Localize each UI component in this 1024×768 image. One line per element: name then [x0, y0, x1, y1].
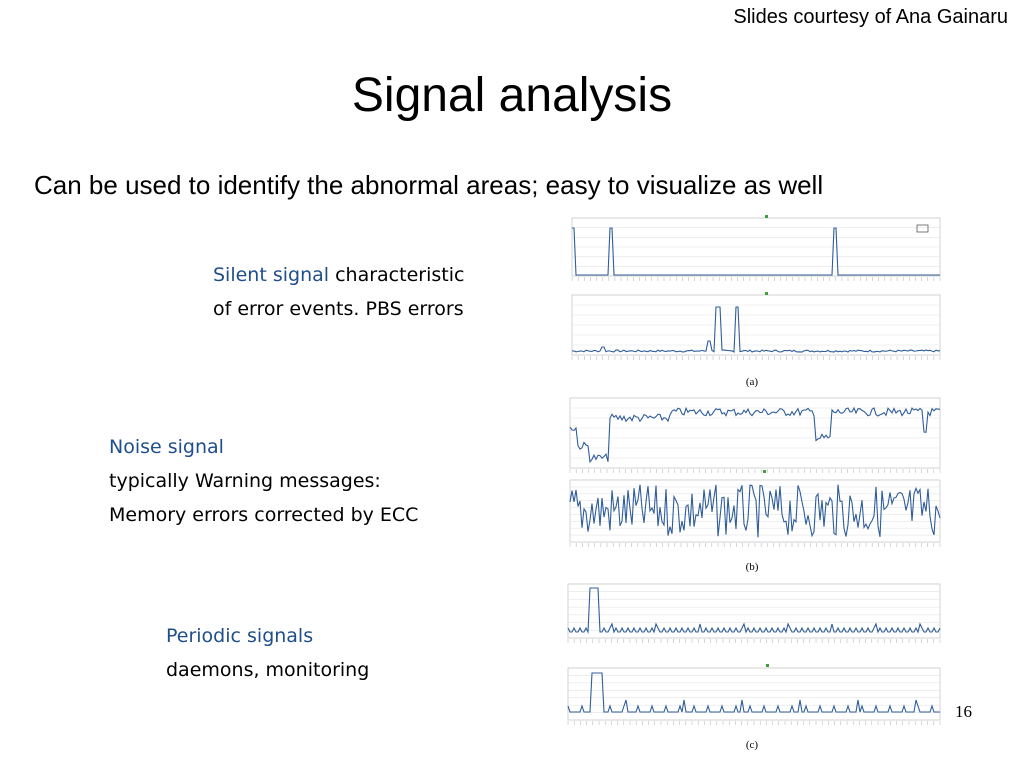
- figure-label-b: (b): [746, 561, 759, 573]
- plot-c1-ticks: [567, 639, 941, 643]
- plot-c2-ticks: [567, 721, 941, 725]
- plot-c1-series: [567, 587, 941, 635]
- plot-b1-series: [569, 406, 940, 464]
- noise-signal-line3: Memory errors corrected by ECC: [109, 504, 419, 526]
- silent-signal-term: Silent signal: [213, 264, 330, 286]
- plot-c2-marker: [766, 664, 769, 667]
- slide-subtitle: Can be used to identify the abnormal are…: [34, 170, 824, 200]
- plot-a1-series: [572, 227, 940, 276]
- plot-a1-legend-box: [916, 224, 929, 233]
- slide-credit: Slides courtesy of Ana Gainaru: [733, 6, 1008, 28]
- silent-signal-line1: Silent signal characteristic: [213, 258, 464, 292]
- figure-label-a: (a): [746, 376, 759, 388]
- plot-c2-series: [567, 672, 940, 713]
- plot-c1-frame: [567, 583, 941, 639]
- periodic-signals-description: Periodic signals daemons, monitoring: [166, 619, 369, 687]
- periodic-signals-term: Periodic signals: [166, 625, 314, 647]
- plot-a2-marker: [765, 292, 768, 295]
- plot-a2-series: [571, 306, 941, 353]
- slide-title: Signal analysis: [351, 69, 673, 122]
- silent-signal-rest: characteristic: [329, 264, 465, 286]
- plot-b2-marker: [763, 470, 766, 473]
- plot-a1-ticks: [571, 277, 941, 281]
- figure-label-c: (c): [746, 739, 759, 751]
- plot-a1-marker: [765, 215, 768, 218]
- plot-b1-ticks: [569, 469, 941, 473]
- noise-signal-term: Noise signal: [109, 436, 224, 458]
- page-number: 16: [955, 702, 972, 721]
- plot-b2-series: [569, 484, 941, 538]
- periodic-signals-line2: daemons, monitoring: [166, 659, 370, 681]
- plot-a2-ticks: [571, 356, 941, 360]
- plot-b2-frame: [569, 479, 941, 543]
- silent-signal-description: Silent signal characteristic of error ev…: [213, 258, 464, 326]
- plot-b1-frame: [569, 397, 941, 469]
- plot-b2-ticks: [569, 543, 941, 547]
- noise-signal-line2: typically Warning messages:: [109, 470, 381, 492]
- noise-signal-description: Noise signal typically Warning messages:…: [109, 430, 418, 532]
- silent-signal-line2: of error events. PBS errors: [213, 298, 464, 320]
